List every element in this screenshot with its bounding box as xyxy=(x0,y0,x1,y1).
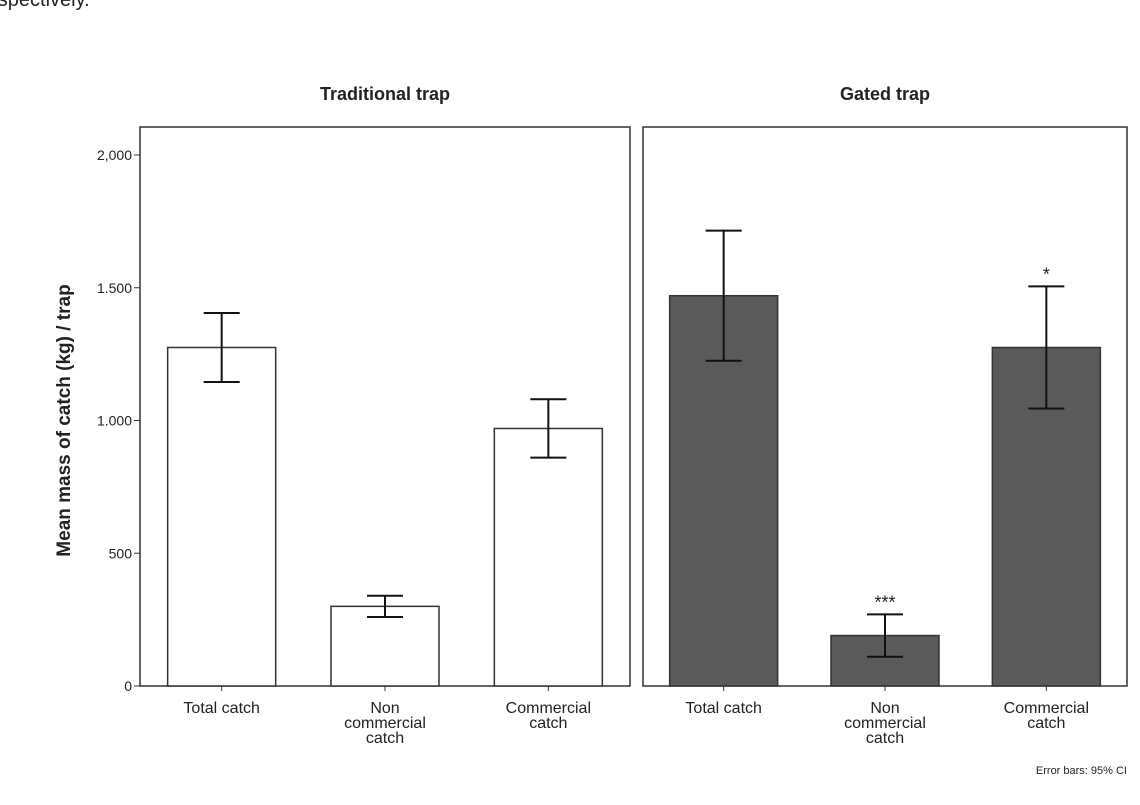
y-tick-label: 0 xyxy=(124,678,132,694)
x-tick-label: Non commercial catch xyxy=(844,700,926,747)
bar xyxy=(166,346,277,687)
x-tick-label: Total catch xyxy=(183,700,259,717)
y-tick-label: 1.500 xyxy=(97,280,132,296)
x-tick-label: Commercial catch xyxy=(506,700,591,732)
y-tick-label: 1.000 xyxy=(97,413,132,429)
x-tick-label: Total catch xyxy=(685,700,761,717)
x-tick-label: Commercial catch xyxy=(1004,700,1089,732)
y-tick-label: 500 xyxy=(109,545,133,561)
significance: * xyxy=(1043,264,1050,284)
panel-title: Gated trap xyxy=(840,84,930,104)
significance: *** xyxy=(874,592,895,612)
x-tick-label: Non commercial catch xyxy=(344,700,426,747)
caption-fragment: respectively. xyxy=(0,0,90,11)
bar xyxy=(330,605,440,687)
bar xyxy=(493,427,604,687)
y-tick-label: 2,000 xyxy=(97,147,132,163)
y-axis-label: Mean mass of catch (kg) / trap xyxy=(54,284,75,556)
panel-title: Traditional trap xyxy=(320,84,450,104)
note: Error bars: 95% CI xyxy=(1036,765,1127,777)
